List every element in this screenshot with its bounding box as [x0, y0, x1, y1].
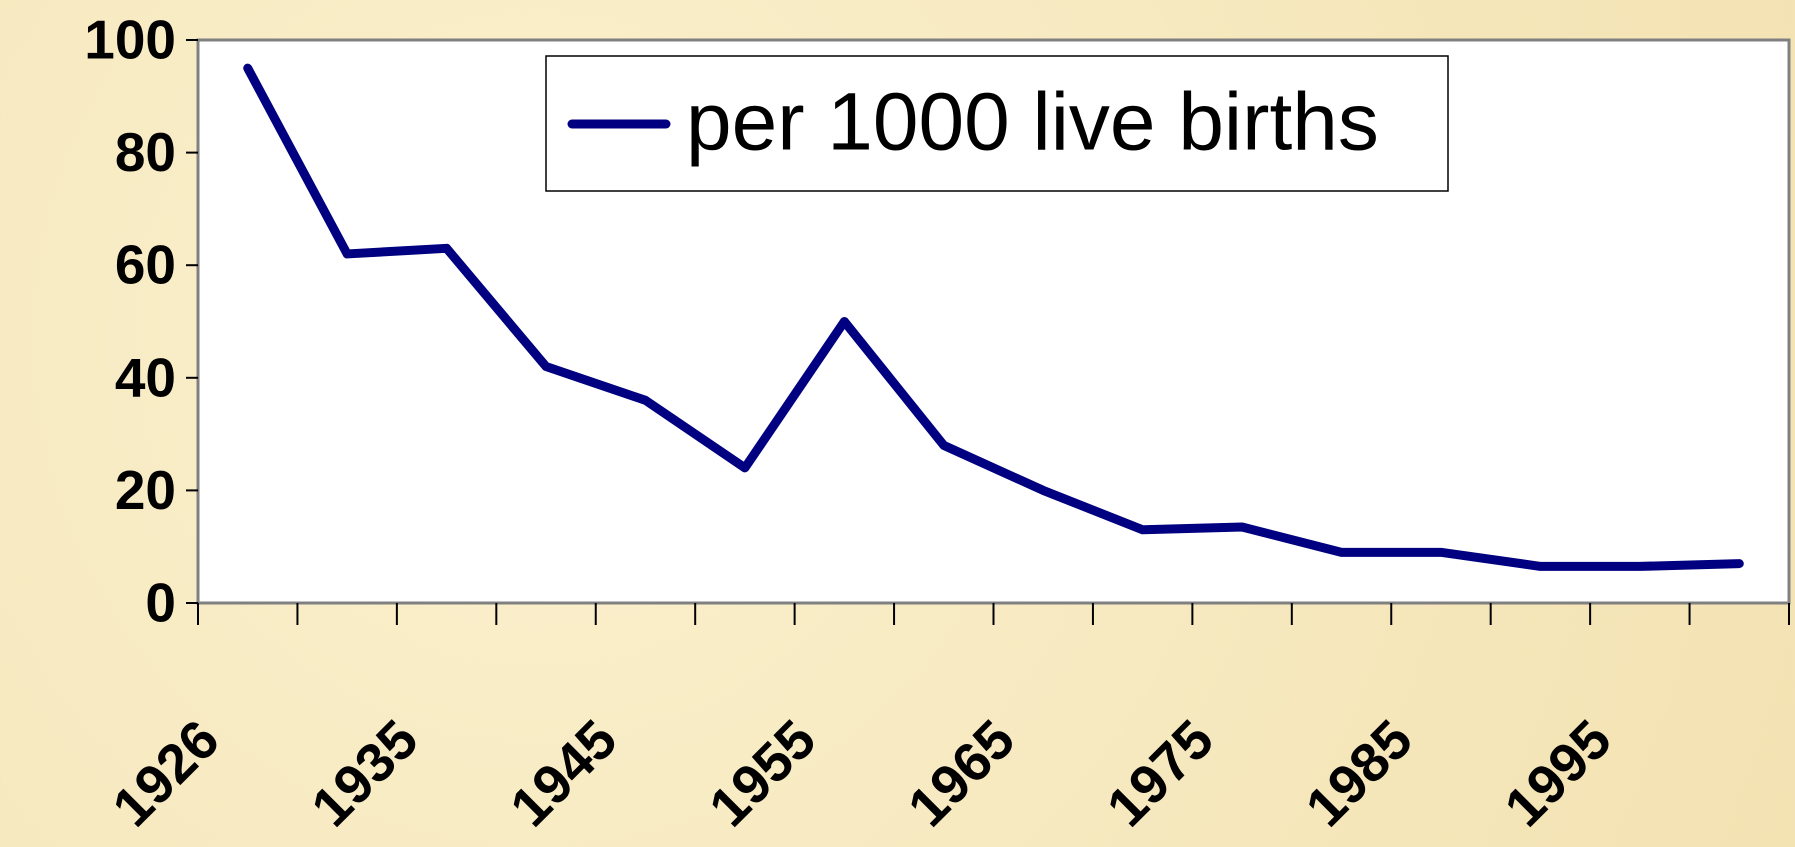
x-tick-label: 1955	[697, 708, 827, 838]
y-tick-label: 60	[115, 234, 176, 296]
x-tick-label: 1945	[498, 708, 628, 838]
legend-label: per 1000 live births	[686, 77, 1379, 168]
y-tick-label: 0	[145, 572, 176, 634]
x-tick-label: 1975	[1095, 708, 1225, 838]
x-tick-label: 1965	[896, 708, 1026, 838]
y-tick-label: 100	[84, 9, 176, 71]
y-tick-label: 20	[115, 459, 176, 521]
x-tick-label: 1995	[1493, 708, 1623, 838]
x-tick-label: 1926	[100, 708, 230, 838]
x-tick-label: 1985	[1294, 708, 1424, 838]
y-tick-label: 80	[115, 121, 176, 183]
legend	[545, 55, 1449, 192]
x-tick-label: 1935	[299, 708, 429, 838]
line	[243, 63, 1744, 571]
y-tick-label: 40	[115, 346, 176, 408]
